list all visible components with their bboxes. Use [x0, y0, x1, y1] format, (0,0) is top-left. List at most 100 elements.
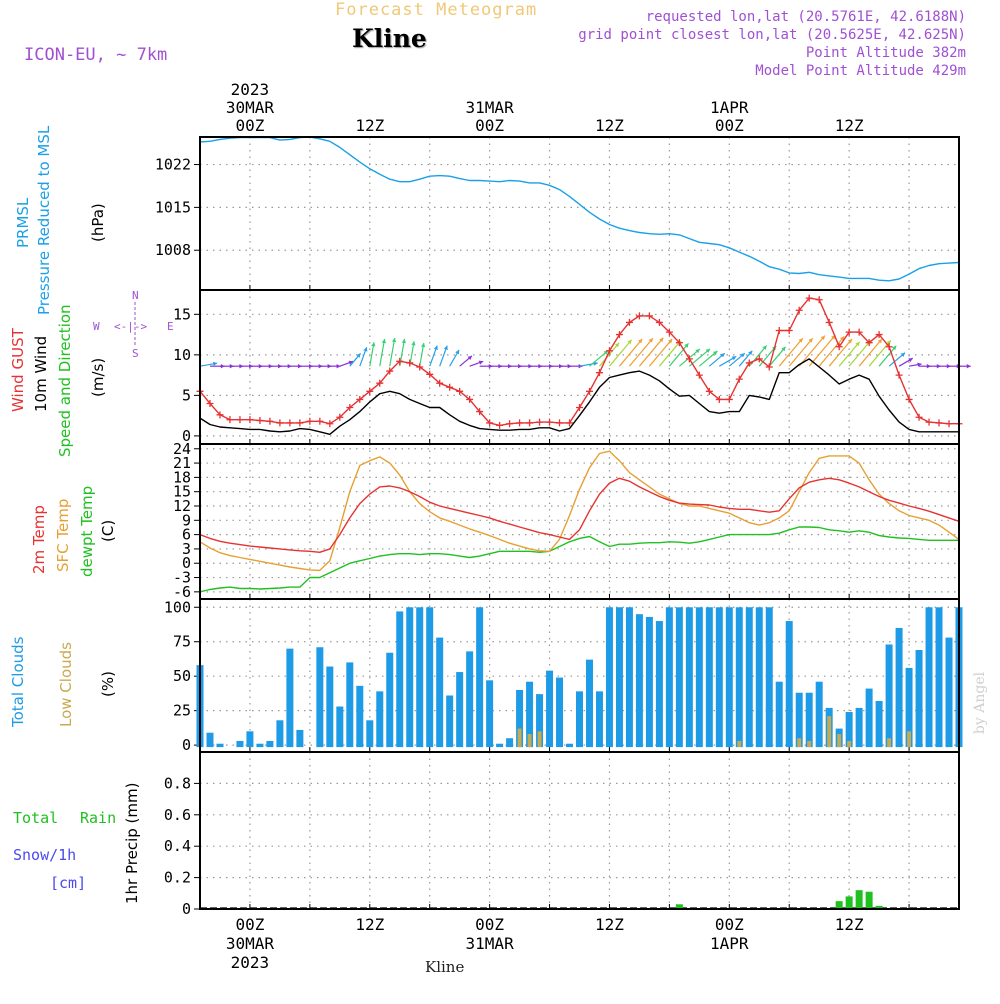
- wind-arrow-head: [391, 337, 397, 343]
- wind-direction-arrow: [339, 360, 354, 367]
- wind-gust-marker: [346, 404, 354, 412]
- wind-arrow-shaft: [768, 346, 786, 367]
- wind-arrow-head: [808, 338, 813, 343]
- y-tick-label: 0: [182, 427, 191, 445]
- wind-gust-marker: [925, 418, 933, 426]
- y-tick-label: 50: [173, 667, 191, 685]
- wind-gust-marker: [635, 312, 643, 320]
- top-time-label: 00Z: [475, 116, 504, 135]
- wind-arrow-shaft: [379, 338, 386, 367]
- wind-direction-arrow: [698, 350, 718, 367]
- 2m-temp-line: [199, 477, 960, 553]
- y-tick-label: 12: [173, 497, 191, 515]
- wind-gust-marker: [825, 318, 833, 326]
- total-clouds-bar: [566, 743, 574, 748]
- wind-direction-arrow: [409, 341, 416, 367]
- total-clouds-bar: [556, 677, 564, 748]
- wind-arrow-shaft: [778, 337, 804, 367]
- total-clouds-bar: [945, 637, 953, 748]
- y-tick-label: -3: [173, 569, 191, 587]
- wind-direction-arrow: [929, 364, 941, 369]
- wind-arrow-shaft: [808, 334, 836, 367]
- wind-direction-arrow: [459, 355, 473, 367]
- wind-gust-marker: [436, 379, 444, 387]
- wind-arrow-head: [713, 351, 718, 356]
- wind-gust-marker: [236, 416, 244, 424]
- compass-n: N: [132, 289, 139, 302]
- y-tick-label: 15: [173, 305, 191, 323]
- prmsl-line: [199, 136, 960, 282]
- footer-location: Kline: [425, 958, 465, 976]
- wind-direction-arrow: [908, 362, 922, 367]
- total-clouds-bar: [366, 720, 374, 748]
- wind-direction-arrow: [648, 338, 673, 367]
- wind-arrow-head: [908, 358, 913, 363]
- wind-gust-marker: [306, 417, 314, 425]
- wind-arrow-shaft: [658, 340, 682, 367]
- wind-direction-arrow: [939, 364, 951, 369]
- wind-arrow-shaft: [389, 337, 396, 367]
- low-clouds-bar: [907, 731, 912, 748]
- wind-gust-marker: [715, 395, 723, 403]
- total-clouds-bar: [875, 701, 883, 748]
- wind-arrow-head: [720, 353, 725, 358]
- bottom-time-label: 1APR: [710, 934, 749, 953]
- wind-direction-arrow: [658, 340, 682, 367]
- low-clouds-bar: [837, 734, 842, 748]
- total-clouds-bar: [456, 672, 464, 748]
- panel-frame-pressure: [199, 136, 960, 291]
- wind-direction-arrow: [838, 341, 861, 367]
- wind-arrow-head: [327, 364, 332, 369]
- wind-arrow-shaft: [858, 338, 883, 367]
- total-clouds-bar: [216, 743, 224, 748]
- wind-gust-marker: [506, 420, 514, 428]
- wind-arrow-head: [847, 338, 852, 344]
- location-title: Kline: [352, 24, 427, 53]
- total-clouds-bar: [755, 607, 763, 748]
- wind-gust-marker: [935, 419, 943, 427]
- compass-rose: N S W E <-|->: [93, 289, 174, 360]
- wind-direction-arrow: [858, 338, 883, 367]
- bottom-time-label: 12Z: [835, 915, 864, 934]
- wind-arrow-head: [877, 338, 882, 344]
- bottom-time-label: 00Z: [235, 915, 264, 934]
- wind-arrow-head: [638, 338, 643, 344]
- wind-direction-arrow: [828, 338, 853, 367]
- wind-gust-marker: [356, 395, 364, 403]
- wind-gust-marker: [516, 419, 524, 427]
- wind-arrow-head: [363, 347, 368, 352]
- wind-arrow-head: [668, 338, 673, 344]
- total-clouds-bar: [546, 670, 554, 748]
- dewpt-temp-label: dewpt Temp: [78, 485, 96, 577]
- top-time-label: 2023: [231, 80, 270, 99]
- total-clouds-bar: [496, 743, 504, 748]
- total-clouds-bar: [256, 743, 264, 748]
- wind-arrow-head: [781, 346, 786, 352]
- wind-gust-marker: [915, 413, 923, 421]
- total-rain-bar: [855, 890, 863, 909]
- wind-arrow-shaft: [798, 335, 826, 367]
- low-clouds-label: Low Clouds: [57, 642, 75, 727]
- total-clouds-bar: [745, 607, 753, 748]
- wind-arrows: [199, 334, 971, 369]
- wind-direction-arrow: [439, 345, 448, 367]
- total-clouds-bar: [925, 607, 933, 748]
- wind-direction-arrow: [319, 364, 332, 369]
- wind-gust-marker: [615, 331, 623, 339]
- wind-gust-marker: [765, 363, 773, 371]
- wind-arrow-head: [348, 360, 354, 365]
- low-clouds-bars: [517, 716, 912, 748]
- low-clouds-bar: [527, 734, 532, 748]
- wind-direction-arrow: [429, 345, 438, 367]
- top-time-label: 30MAR: [226, 98, 275, 117]
- compass-e: E: [167, 320, 174, 333]
- wind-gust-marker: [206, 399, 214, 407]
- wind-direction-arrow: [628, 337, 654, 367]
- wind-gust-marker: [326, 420, 334, 428]
- low-clouds-bar: [807, 740, 812, 748]
- wind-gust-marker: [396, 357, 404, 365]
- y-tick-label: 24: [173, 440, 191, 458]
- wind-gust-marker: [795, 306, 803, 314]
- wind-gust-marker: [945, 420, 953, 428]
- total-rain-bar: [835, 901, 843, 909]
